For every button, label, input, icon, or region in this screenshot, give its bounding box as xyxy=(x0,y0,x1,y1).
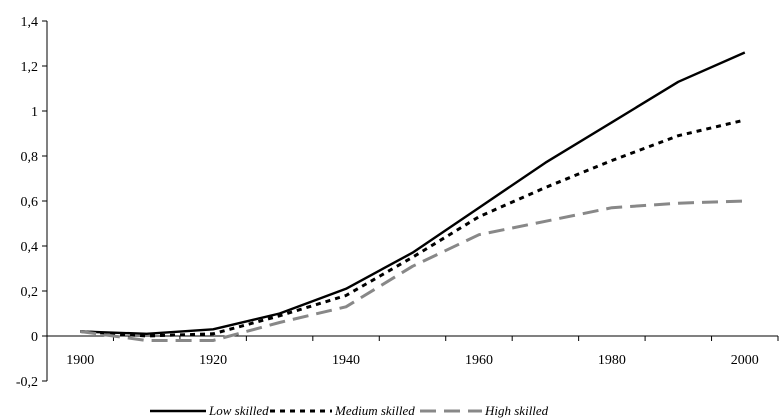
y-tick-label: 0,2 xyxy=(21,285,39,300)
legend-label: Low skilled xyxy=(208,403,269,418)
y-tick-label: 0 xyxy=(31,330,38,345)
x-tick-label: 2000 xyxy=(731,353,759,368)
legend-label: Medium skilled xyxy=(334,403,415,418)
y-tick-label: 0,6 xyxy=(21,195,39,210)
y-tick-label: -0,2 xyxy=(16,375,38,390)
x-tick-label: 1980 xyxy=(598,353,626,368)
x-tick-label: 1940 xyxy=(332,353,360,368)
y-tick-label: 1 xyxy=(31,105,38,120)
y-tick-label: 0,4 xyxy=(21,240,39,255)
series-line-low-skilled xyxy=(80,51,746,335)
x-tick-label: 1920 xyxy=(199,353,227,368)
y-tick-label: 1,4 xyxy=(21,15,39,30)
series-line-medium-skilled xyxy=(80,118,746,338)
x-tick-label: 1960 xyxy=(465,353,493,368)
legend-label: High skilled xyxy=(484,403,549,418)
series-lines xyxy=(79,51,746,342)
y-tick-label: 1,2 xyxy=(21,60,39,75)
y-tick-label: 0,8 xyxy=(21,150,39,165)
series-line-high-skilled xyxy=(79,199,745,342)
axes: -0,2 0 0,2 0,4 0,6 0,8 1 1,2 1,4 1900 1920 1940 1960… xyxy=(16,15,779,390)
x-tick-label: 1900 xyxy=(66,353,94,368)
legend: Low skilled Medium skilled High skilled xyxy=(150,403,549,418)
